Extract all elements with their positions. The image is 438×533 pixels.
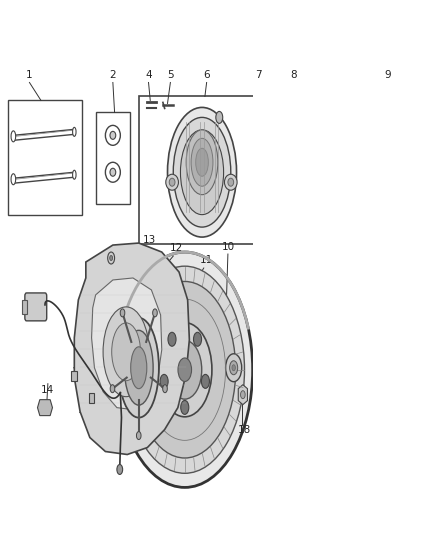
Text: 11: 11 <box>200 255 213 265</box>
Bar <box>22 300 27 314</box>
Polygon shape <box>74 243 189 455</box>
Text: 17: 17 <box>161 425 174 434</box>
FancyBboxPatch shape <box>356 110 373 206</box>
Ellipse shape <box>226 354 242 382</box>
Ellipse shape <box>131 347 147 389</box>
Text: 10: 10 <box>221 242 234 252</box>
Ellipse shape <box>191 139 213 186</box>
Circle shape <box>110 385 115 393</box>
Ellipse shape <box>106 162 120 182</box>
Circle shape <box>137 432 141 440</box>
Text: 6: 6 <box>203 70 210 80</box>
Ellipse shape <box>228 178 233 186</box>
Circle shape <box>160 374 168 389</box>
Ellipse shape <box>11 174 16 185</box>
Ellipse shape <box>112 323 141 381</box>
Circle shape <box>125 266 244 473</box>
Bar <box>71 371 77 381</box>
Polygon shape <box>268 159 272 170</box>
Ellipse shape <box>124 330 153 405</box>
Ellipse shape <box>196 148 208 176</box>
Text: 16: 16 <box>78 405 91 415</box>
Ellipse shape <box>180 130 223 215</box>
Circle shape <box>162 385 167 393</box>
Bar <box>341 155 353 199</box>
Bar <box>303 152 308 180</box>
Text: 13: 13 <box>142 235 156 245</box>
Bar <box>89 393 95 402</box>
Text: 5: 5 <box>167 70 174 80</box>
Bar <box>333 103 437 225</box>
Circle shape <box>302 198 309 210</box>
Ellipse shape <box>186 130 218 195</box>
Circle shape <box>194 332 201 346</box>
Text: 2: 2 <box>110 70 116 80</box>
Circle shape <box>312 178 319 190</box>
Bar <box>375 155 388 199</box>
Circle shape <box>117 252 253 487</box>
Ellipse shape <box>119 318 159 417</box>
Ellipse shape <box>169 178 175 186</box>
Ellipse shape <box>160 101 163 109</box>
Circle shape <box>120 309 125 317</box>
Text: 7: 7 <box>255 70 262 80</box>
Polygon shape <box>92 278 162 410</box>
Text: 12: 12 <box>170 243 184 253</box>
Bar <box>95 112 130 204</box>
Ellipse shape <box>275 119 279 127</box>
Ellipse shape <box>103 307 149 397</box>
Circle shape <box>303 175 308 183</box>
Ellipse shape <box>232 365 235 371</box>
Text: 1: 1 <box>26 70 33 80</box>
FancyBboxPatch shape <box>338 110 356 206</box>
FancyBboxPatch shape <box>373 110 390 206</box>
Circle shape <box>181 400 189 414</box>
FancyBboxPatch shape <box>25 293 47 321</box>
Circle shape <box>110 255 113 261</box>
Text: 14: 14 <box>41 385 54 394</box>
Ellipse shape <box>173 117 231 227</box>
Ellipse shape <box>110 131 116 139</box>
Circle shape <box>168 332 176 346</box>
Ellipse shape <box>230 361 238 375</box>
Polygon shape <box>238 385 247 405</box>
Polygon shape <box>301 132 310 152</box>
Ellipse shape <box>11 131 16 142</box>
Circle shape <box>201 374 209 389</box>
Ellipse shape <box>73 170 76 179</box>
Polygon shape <box>268 119 272 131</box>
Bar <box>139 96 266 244</box>
FancyBboxPatch shape <box>389 110 406 206</box>
Circle shape <box>117 464 123 474</box>
Text: 15: 15 <box>72 367 85 377</box>
Ellipse shape <box>224 174 237 190</box>
Polygon shape <box>38 400 53 416</box>
Circle shape <box>134 281 236 458</box>
Ellipse shape <box>275 159 279 167</box>
Text: 4: 4 <box>145 70 152 80</box>
Text: 18: 18 <box>237 425 251 434</box>
Circle shape <box>292 178 299 190</box>
Ellipse shape <box>73 127 76 136</box>
Circle shape <box>108 252 115 264</box>
Bar <box>358 155 371 199</box>
Text: 8: 8 <box>291 70 297 80</box>
Bar <box>302 176 309 204</box>
Circle shape <box>158 322 212 417</box>
Bar <box>7 100 82 215</box>
Ellipse shape <box>106 125 120 146</box>
Ellipse shape <box>166 174 178 190</box>
Circle shape <box>240 391 245 399</box>
Ellipse shape <box>167 108 237 237</box>
Circle shape <box>168 340 202 399</box>
Circle shape <box>216 111 223 123</box>
Bar <box>391 155 404 199</box>
Ellipse shape <box>110 168 116 176</box>
Circle shape <box>153 309 157 317</box>
Bar <box>295 180 316 188</box>
Circle shape <box>178 358 191 382</box>
Text: 9: 9 <box>384 70 391 80</box>
